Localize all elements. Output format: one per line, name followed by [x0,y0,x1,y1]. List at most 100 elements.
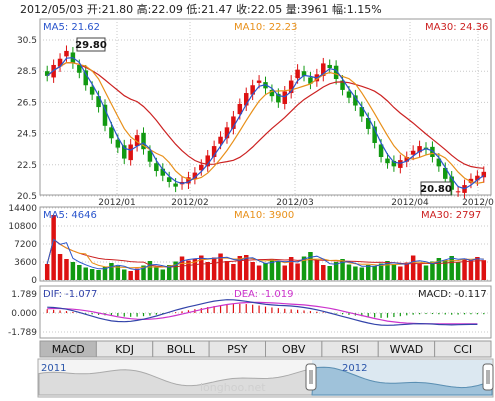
volume-bar [173,261,178,280]
candle-body [346,91,352,98]
candle-body [410,150,416,155]
header-quote: 2012/05/03 开:21.80 高:22.09 低:21.47 收:22.… [20,2,382,16]
tab-macd[interactable]: MACD [39,340,97,358]
price-panel [39,18,492,196]
navigator-right-handle[interactable] [482,363,494,391]
volume-y-tick: 3600 [14,258,37,268]
volume-bar [372,266,377,280]
volume-bar [327,266,332,280]
candle-body [455,191,461,193]
macd-y-tick: 0.000 [11,309,37,319]
candle-body [378,144,384,157]
header-open: 21.80 [102,3,134,16]
candle-body [134,135,140,147]
volume-bars [44,215,487,280]
tab-label: PSY [227,343,248,356]
candle-body [288,80,294,94]
macd-y-tick: 1.789 [11,290,37,300]
max-price-value: 29.80 [75,40,107,51]
volume-bar [192,259,198,280]
volume-bar [443,260,448,280]
min-price-value: 20.80 [420,184,452,195]
volume-bar [288,257,294,280]
candle-body [436,158,442,167]
candle-body [321,63,326,76]
tab-kdj[interactable]: KDJ [95,340,154,358]
tab-label: KDJ [115,343,134,356]
volume-bar [57,254,63,280]
candle-body [243,93,249,106]
ma10-line [46,61,484,184]
candle-body [154,163,159,172]
candle-body [57,58,63,67]
volume-bar [391,264,397,280]
volume-bar [243,255,249,280]
candle-body [282,91,288,104]
volume-bar [340,259,345,280]
candle-body [443,167,448,179]
volume-bar [218,253,223,280]
price-x-tick: 2012/01 [98,198,135,208]
max-price-marker: 29.80 [75,37,107,52]
volume-bar [333,262,339,280]
macd-y-axis: 1.789 0.000 -1.789 [8,290,37,338]
candle-body [340,80,345,90]
volume-y-tick: 7200 [14,240,37,250]
header-date: 2012/05/03 [20,3,83,16]
price-y-tick: 30.5 [17,36,37,46]
candle-body [250,85,255,95]
candle-body [231,116,236,129]
navigator-year-2011: 2011 [41,363,66,374]
volume-bar [404,262,409,280]
candle-body [256,80,262,83]
tab-label: BOLL [167,343,196,356]
volume-bar [475,257,480,280]
volume-bar [359,267,365,280]
macd-dif-label: DIF: -1.077 [43,289,97,300]
candle-body [192,172,198,179]
volume-bar [154,267,159,280]
tab-cci[interactable]: CCI [434,340,492,358]
volume-bar [436,258,442,280]
candle-body [301,71,307,76]
candle-body [64,50,69,57]
tab-wvad[interactable]: WVAD [377,340,436,358]
tab-rsi[interactable]: RSI [321,340,379,358]
candle-body [404,157,409,162]
price-x-axis: 2012/01 2012/02 2012/03 2012/04 2012/0 [98,198,494,208]
volume-y-tick: 10800 [8,222,37,232]
header-open-label: 开: [87,3,102,16]
volume-bar [481,260,487,280]
tab-label: WVAD [390,343,424,356]
volume-bar [205,262,210,280]
volume-bar [449,256,454,280]
candle-body [359,107,365,117]
price-x-tick: 2012/03 [276,198,313,208]
navigator-left-handle[interactable] [305,363,317,391]
tab-boll[interactable]: BOLL [152,340,210,358]
header-close-label: 收: [236,2,251,16]
volume-ma10-label: MA10: 3900 [234,210,294,221]
price-y-tick: 28.5 [17,67,37,77]
header-low-label: 低: [186,3,201,16]
candle-body [333,65,339,79]
price-x-tick: 2012/04 [391,198,429,208]
volume-bar [179,256,185,280]
candle-body [44,71,50,76]
macd-dea-label: DEA: -1.019 [234,289,293,300]
tab-obv[interactable]: OBV [265,340,323,358]
dif-line [47,299,478,326]
candle-body [89,86,95,95]
candle-body [276,93,281,103]
volume-bar [115,266,121,280]
tab-psy[interactable]: PSY [208,340,266,358]
candle-body [398,160,403,168]
volume-y-tick: 14400 [8,204,37,214]
volume-bar [321,265,326,280]
volume-bar [423,265,429,280]
volume-bar [83,267,88,280]
tab-label: OBV [282,343,306,356]
volume-bar [314,260,320,280]
volume-bar [211,257,217,280]
watermark: longhoo.net [200,381,266,394]
